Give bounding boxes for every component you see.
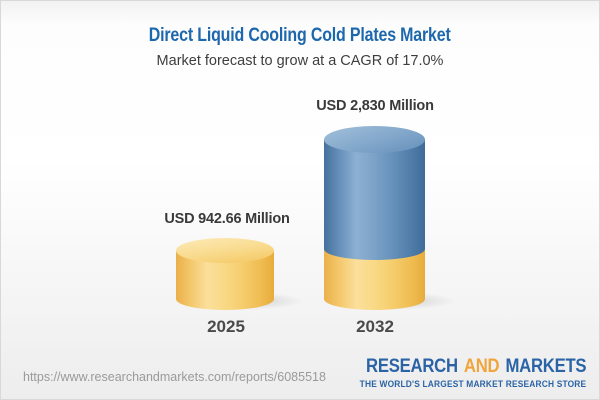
bar-2032-cylinder	[324, 126, 425, 310]
value-label-2032: USD 2,830 Million	[316, 98, 434, 114]
bar-2025-cylinder	[176, 238, 274, 310]
category-label-2025: 2025	[207, 317, 245, 336]
page-title: Direct Liquid Cooling Cold Plates Market	[1, 25, 599, 47]
logo-word-markets: MARKETS	[505, 356, 586, 377]
page-title-text: Direct Liquid Cooling Cold Plates Market	[149, 25, 451, 46]
bar-2025-top-face	[176, 238, 274, 263]
bar-2032-top-face	[324, 126, 425, 153]
logo-word-and: AND	[463, 356, 500, 377]
bar-2032-growth-segment	[324, 139, 425, 249]
research-and-markets-logo: RESEARCH AND MARKETS THE WORLD'S LARGEST…	[336, 356, 587, 389]
page-subtitle: Market forecast to grow at a CAGR of 17.…	[156, 53, 444, 69]
logo-word-research: RESEARCH	[365, 356, 458, 377]
report-url: https://www.researchandmarkets.com/repor…	[23, 370, 326, 384]
logo-wordmark: RESEARCH AND MARKETS	[365, 356, 587, 378]
category-label-2032: 2032	[356, 317, 394, 336]
value-label-2025: USD 942.66 Million	[164, 211, 290, 227]
logo-tagline: THE WORLD'S LARGEST MARKET RESEARCH STOR…	[359, 378, 586, 389]
